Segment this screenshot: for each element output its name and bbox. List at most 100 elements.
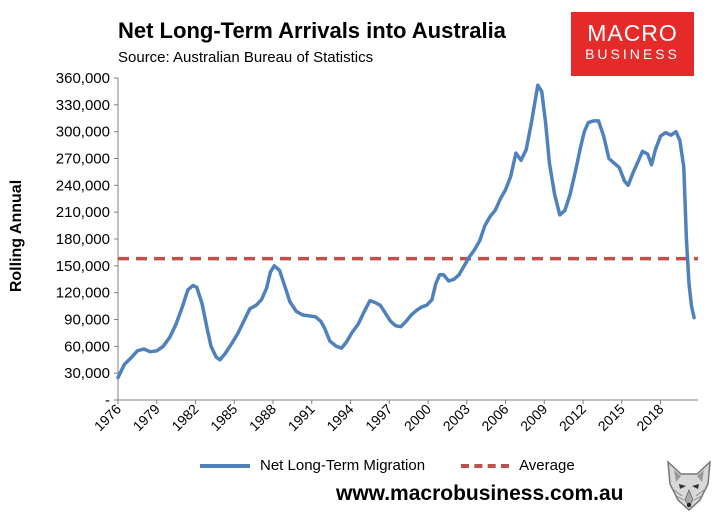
x-tick-label: 2012: [556, 401, 589, 434]
data-point: [439, 274, 441, 276]
data-point: [484, 225, 486, 227]
x-tick-label: 2003: [440, 401, 473, 434]
fox-logo-icon: [667, 460, 711, 512]
data-point: [468, 256, 470, 258]
x-tick-label: 1982: [168, 401, 201, 434]
data-point: [583, 131, 585, 133]
y-axis-ticks: - 30,000 60,000 90,000 120,000 150,000 180,000…: [56, 70, 118, 409]
data-point: [329, 340, 331, 342]
data-point: [215, 356, 217, 358]
data-point: [219, 359, 221, 361]
x-tick-label: 1979: [130, 401, 163, 434]
data-point: [515, 152, 517, 154]
y-tick-label: 210,000: [56, 204, 110, 221]
legend-label-average: Average: [519, 457, 575, 474]
data-point: [675, 131, 677, 133]
x-axis-ticks: 1976 1979 1982 1985 1988 1991 1994 1997 2000 2003…: [91, 400, 667, 434]
data-point: [374, 301, 376, 304]
data-point: [400, 326, 402, 328]
data-point: [210, 345, 212, 347]
data-point: [390, 320, 392, 322]
data-point: [175, 323, 177, 325]
data-point: [255, 304, 257, 306]
data-point: [650, 164, 653, 166]
data-point: [351, 332, 353, 334]
data-point: [627, 184, 629, 186]
data-point: [448, 280, 450, 282]
data-point: [224, 352, 226, 355]
data-point: [463, 265, 465, 267]
data-point: [143, 348, 145, 350]
chart-subtitle: Source: Australian Bureau of Statistics: [118, 49, 374, 66]
data-point: [632, 171, 635, 173]
data-point: [315, 316, 317, 318]
data-point: [659, 135, 662, 137]
x-tick-label: 2000: [401, 401, 434, 434]
data-point: [564, 209, 566, 211]
data-point: [579, 147, 582, 149]
x-tick-label: 1988: [246, 401, 279, 434]
data-point: [278, 269, 281, 271]
data-point: [489, 216, 491, 218]
data-point: [357, 323, 359, 325]
macrobusiness-logo: MACRO BUSINESS: [571, 12, 694, 76]
y-tick-label: 270,000: [56, 151, 110, 168]
data-point: [499, 198, 501, 200]
data-point: [123, 363, 126, 365]
data-point: [136, 350, 138, 352]
data-point: [554, 193, 556, 195]
data-point: [196, 286, 198, 288]
data-point: [435, 283, 437, 285]
data-point: [302, 314, 304, 316]
data-point: [665, 132, 667, 134]
data-point: [690, 305, 693, 307]
data-point: [182, 305, 184, 307]
legend-swatch-series: [200, 463, 250, 468]
chart-title: Net Long-Term Arrivals into Australia: [118, 18, 506, 43]
data-point: [369, 300, 371, 302]
y-tick-label: 90,000: [64, 312, 110, 329]
data-point: [249, 308, 251, 310]
data-point: [362, 312, 364, 314]
data-point: [670, 134, 672, 136]
data-point: [683, 166, 685, 168]
data-point: [130, 357, 132, 359]
x-tick-label: 2015: [595, 401, 628, 434]
data-point: [431, 299, 433, 301]
x-tick-label: 2006: [478, 401, 511, 434]
data-point: [569, 193, 571, 195]
data-point: [169, 336, 171, 338]
y-axis-label-text: Rolling Annual: [8, 179, 25, 293]
logo-text-business: BUSINESS: [585, 46, 680, 62]
y-tick-label: 300,000: [56, 124, 110, 141]
data-point: [479, 240, 481, 242]
data-point: [395, 325, 397, 327]
x-tick-label: 1991: [285, 401, 318, 434]
data-point: [574, 171, 576, 173]
data-point: [592, 120, 595, 122]
data-point: [284, 284, 286, 287]
data-point: [295, 310, 297, 312]
chart-axes: [117, 78, 698, 401]
data-point: [379, 304, 381, 306]
data-point: [494, 209, 496, 211]
data-point: [237, 332, 239, 334]
data-point: [266, 287, 268, 289]
y-tick-label: 330,000: [56, 97, 110, 114]
data-point: [548, 162, 551, 164]
data-point: [192, 284, 194, 287]
data-point: [641, 150, 644, 152]
data-point: [520, 159, 522, 161]
data-point: [541, 90, 543, 92]
y-tick-label: 120,000: [56, 285, 110, 302]
data-point: [647, 153, 649, 155]
data-point: [405, 320, 407, 322]
data-point: [415, 310, 417, 312]
data-point: [410, 314, 412, 316]
data-point: [688, 283, 690, 285]
data-point: [324, 327, 326, 329]
data-point: [473, 249, 476, 251]
data-point: [510, 175, 512, 177]
data-point: [201, 302, 203, 304]
